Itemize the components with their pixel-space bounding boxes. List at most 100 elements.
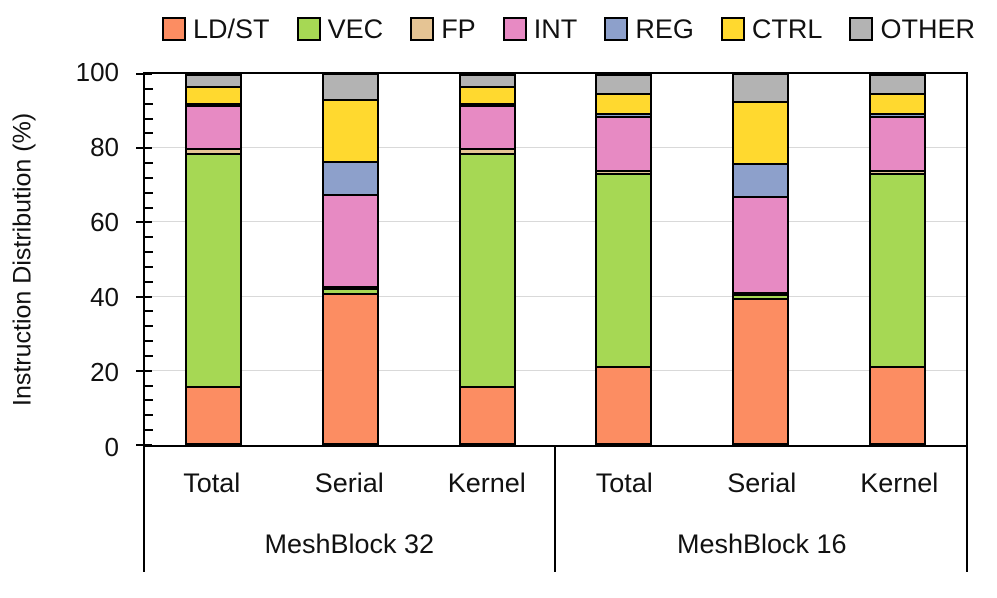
segment-ctrl-meshblock-32-serial	[323, 98, 377, 161]
legend-item-ctrl: CTRL	[720, 15, 822, 43]
category-label-total-0: Total	[183, 467, 241, 498]
legend-swatch-int	[502, 17, 527, 41]
group-label-meshblock-32: MeshBlock 32	[264, 528, 435, 559]
category-label-kernel-5: Kernel	[860, 467, 939, 498]
y-tick-label-100: 100	[75, 57, 119, 87]
segment-ld-st-meshblock-16-total	[597, 365, 651, 443]
category-axis-labels: Total Serial Kernel Total Serial Kernel	[143, 447, 968, 519]
group-label-meshblock-16: MeshBlock 16	[676, 528, 847, 559]
legend-swatch-other	[849, 17, 874, 41]
category-label-kernel-2: Kernel	[447, 467, 526, 498]
segment-ld-st-meshblock-16-serial	[734, 298, 788, 443]
legend-item-reg: REG	[604, 13, 694, 44]
gridline-40	[145, 295, 966, 297]
legend-item-int: INT	[502, 13, 578, 44]
category-label-serial-4: Serial	[727, 467, 797, 498]
legend-label: FP	[441, 13, 476, 44]
minor-tick-56	[145, 236, 153, 239]
segment-reg-meshblock-32-kernel	[460, 103, 514, 106]
segment-vec-meshblock-32-serial	[323, 287, 377, 293]
minor-tick-96	[145, 87, 153, 90]
segment-fp-meshblock-32-kernel	[460, 147, 514, 154]
minor-tick-12	[145, 399, 153, 402]
major-tick-60	[136, 221, 152, 224]
minor-tick-52	[145, 251, 153, 254]
segment-fp-meshblock-16-kernel	[871, 169, 925, 174]
minor-tick-36	[145, 310, 153, 313]
legend-swatch-fp	[410, 17, 435, 41]
segment-int-meshblock-16-kernel	[871, 116, 925, 170]
segment-reg-meshblock-32-serial	[323, 161, 377, 195]
major-tick-40	[136, 295, 152, 298]
legend-item-ld-st: LD/ST	[162, 13, 270, 44]
segment-fp-meshblock-16-total	[597, 169, 651, 174]
gridline-60	[145, 221, 966, 223]
legend-swatch-ctrl	[720, 17, 745, 41]
legend-swatch-ld-st	[162, 17, 186, 41]
axis-separator-left	[143, 447, 145, 572]
segment-ctrl-meshblock-32-kernel	[460, 85, 514, 104]
bar-slot-meshblock-32-kernel	[419, 74, 556, 445]
chart-legend: LD/ST VEC FP INT REG CTRL OTHER	[162, 12, 975, 46]
minor-tick-28	[145, 340, 153, 343]
y-tick-label-60: 60	[90, 207, 119, 237]
major-tick-0	[136, 444, 152, 446]
minor-tick-48	[145, 265, 153, 268]
segment-reg-meshblock-16-serial	[734, 163, 788, 197]
segment-reg-meshblock-32-total	[186, 103, 240, 106]
bar-meshblock-16-serial	[732, 74, 790, 445]
bar-meshblock-32-serial	[321, 74, 379, 445]
minor-tick-64	[145, 206, 153, 209]
minor-tick-24	[145, 354, 153, 357]
major-tick-80	[136, 147, 152, 150]
major-tick-20	[136, 369, 152, 372]
bar-group-meshblock-32	[145, 74, 556, 445]
segment-ld-st-meshblock-32-kernel	[460, 386, 514, 443]
minor-tick-32	[145, 325, 153, 328]
minor-tick-72	[145, 176, 153, 179]
legend-label: LD/ST	[193, 13, 270, 44]
minor-tick-88	[145, 117, 153, 120]
bar-slot-meshblock-16-total	[556, 74, 693, 445]
segment-reg-meshblock-16-kernel	[871, 112, 925, 117]
segment-int-meshblock-32-total	[186, 105, 240, 148]
legend-label: REG	[635, 13, 694, 44]
segment-ctrl-meshblock-16-total	[597, 92, 651, 113]
bar-slot-meshblock-16-kernel	[829, 74, 966, 445]
bar-meshblock-32-total	[184, 74, 242, 445]
segment-other-meshblock-16-total	[597, 76, 651, 93]
segment-int-meshblock-16-total	[597, 116, 651, 170]
segment-ctrl-meshblock-16-serial	[734, 100, 788, 164]
legend-label: INT	[533, 13, 578, 44]
axis-separator-right	[966, 447, 968, 572]
legend-label: OTHER	[880, 13, 975, 44]
segment-ld-st-meshblock-16-kernel	[871, 365, 925, 443]
y-tick-label-0: 0	[104, 432, 119, 462]
segment-vec-meshblock-16-total	[597, 173, 651, 366]
minor-tick-4	[145, 429, 153, 432]
category-label-total-3: Total	[595, 467, 653, 498]
y-tick-label-20: 20	[90, 357, 119, 387]
segment-int-meshblock-32-serial	[323, 194, 377, 286]
segment-ld-st-meshblock-32-total	[186, 386, 240, 443]
axis-separator-middle	[554, 447, 556, 572]
legend-swatch-reg	[604, 17, 629, 41]
legend-label: VEC	[327, 13, 384, 44]
minor-tick-84	[145, 132, 153, 135]
plot-area	[136, 72, 968, 447]
gridline-20	[145, 369, 966, 371]
minor-tick-92	[145, 102, 153, 105]
segment-vec-meshblock-16-serial	[734, 293, 788, 299]
y-tick-label-40: 40	[90, 282, 119, 312]
bars-container	[145, 74, 966, 445]
bar-meshblock-16-total	[595, 74, 653, 445]
segment-fp-meshblock-16-serial	[734, 291, 788, 294]
legend-swatch-vec	[296, 17, 321, 41]
segment-int-meshblock-16-serial	[734, 196, 788, 292]
legend-item-vec: VEC	[296, 13, 384, 44]
segment-vec-meshblock-32-total	[186, 153, 240, 387]
segment-other-meshblock-32-total	[186, 75, 240, 86]
legend-item-fp: FP	[410, 13, 476, 44]
bar-meshblock-16-kernel	[869, 74, 927, 445]
